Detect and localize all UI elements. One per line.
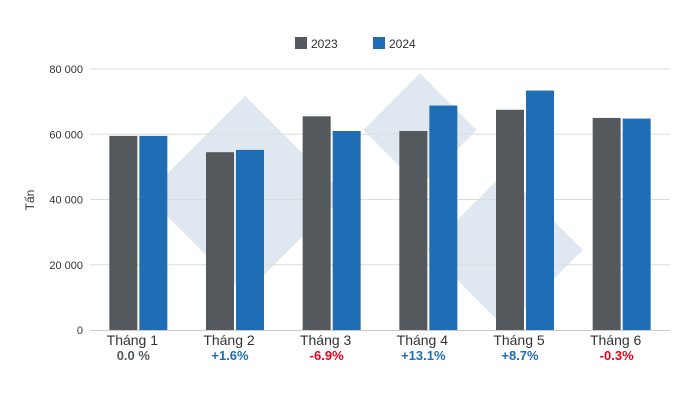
bar-2023-6[interactable] <box>592 117 621 330</box>
bars <box>109 90 651 331</box>
change-label: +8.7% <box>501 348 539 363</box>
bar-2023-3[interactable] <box>302 116 331 331</box>
bar-2023-2[interactable] <box>206 152 234 330</box>
legend-label: 2024 <box>389 37 416 51</box>
legend[interactable]: 2023 2024 <box>295 37 416 51</box>
y-axis-title: Tấn <box>23 190 37 211</box>
legend-label: 2023 <box>311 37 338 51</box>
bar-2024-4[interactable] <box>429 105 458 330</box>
bar-2024-6[interactable] <box>622 118 651 330</box>
category-label: Tháng 1 <box>107 332 159 348</box>
category-label: Tháng 6 <box>590 332 642 348</box>
y-tick-label: 0 <box>77 325 83 337</box>
change-label: +13.1% <box>401 348 446 363</box>
category-label: Tháng 2 <box>203 332 255 348</box>
change-label: -0.3% <box>600 348 634 363</box>
bar-2024-5[interactable] <box>526 90 554 330</box>
legend-item-2023[interactable]: 2023 <box>295 37 338 51</box>
change-label: -6.9% <box>310 348 344 363</box>
y-tick-label: 60 000 <box>49 129 83 141</box>
change-label: +1.6% <box>211 348 249 363</box>
category-label: Tháng 4 <box>397 332 449 348</box>
category-label: Tháng 3 <box>300 332 352 348</box>
bar-2023-1[interactable] <box>109 135 138 330</box>
y-tick-label: 80 000 <box>49 64 83 76</box>
legend-swatch <box>295 37 307 49</box>
category-labels: Tháng 1 Tháng 2 Tháng 3 Tháng 4 Tháng 5 Tháng… <box>107 332 642 348</box>
bar-2023-5[interactable] <box>496 109 524 330</box>
y-tick-label: 20 000 <box>49 260 83 272</box>
gridlines <box>90 68 670 266</box>
category-label: Tháng 5 <box>493 332 545 348</box>
legend-item-2024[interactable]: 2024 <box>373 37 416 51</box>
y-tick-label: 40 000 <box>49 195 83 207</box>
y-axis-ticks: 0 20 000 40 000 60 000 80 000 <box>49 64 83 337</box>
bar-2024-3[interactable] <box>332 130 361 330</box>
change-label: 0.0 % <box>117 348 151 363</box>
change-labels: 0.0 % +1.6% -6.9% +13.1% +8.7% -0.3% <box>117 348 634 363</box>
legend-swatch <box>373 37 385 49</box>
bar-2023-4[interactable] <box>399 130 428 330</box>
bar-2024-1[interactable] <box>139 135 168 330</box>
bar-2024-2[interactable] <box>236 149 264 330</box>
